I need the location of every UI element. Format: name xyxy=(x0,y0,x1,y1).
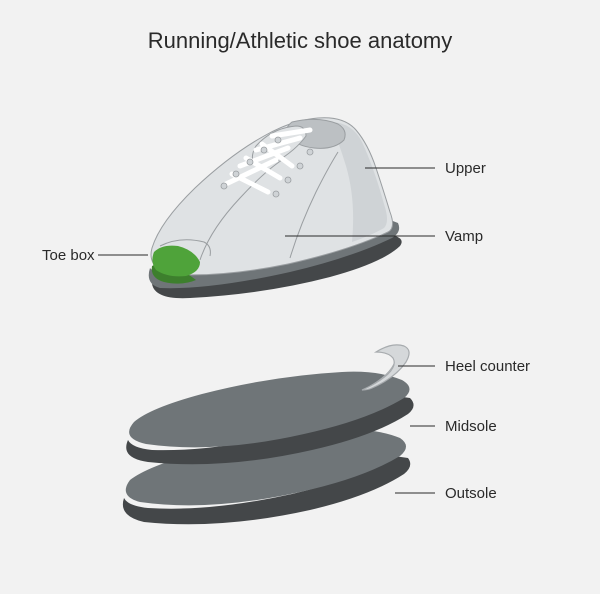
sole-stack-group xyxy=(123,345,414,524)
shoe-upper-group xyxy=(149,118,402,298)
label-toe-box: Toe box xyxy=(42,247,95,264)
label-heel-counter: Heel counter xyxy=(445,358,530,375)
label-midsole: Midsole xyxy=(445,418,497,435)
label-outsole: Outsole xyxy=(445,485,497,502)
label-upper: Upper xyxy=(445,160,486,177)
label-vamp: Vamp xyxy=(445,228,483,245)
shoe-diagram xyxy=(0,0,600,594)
